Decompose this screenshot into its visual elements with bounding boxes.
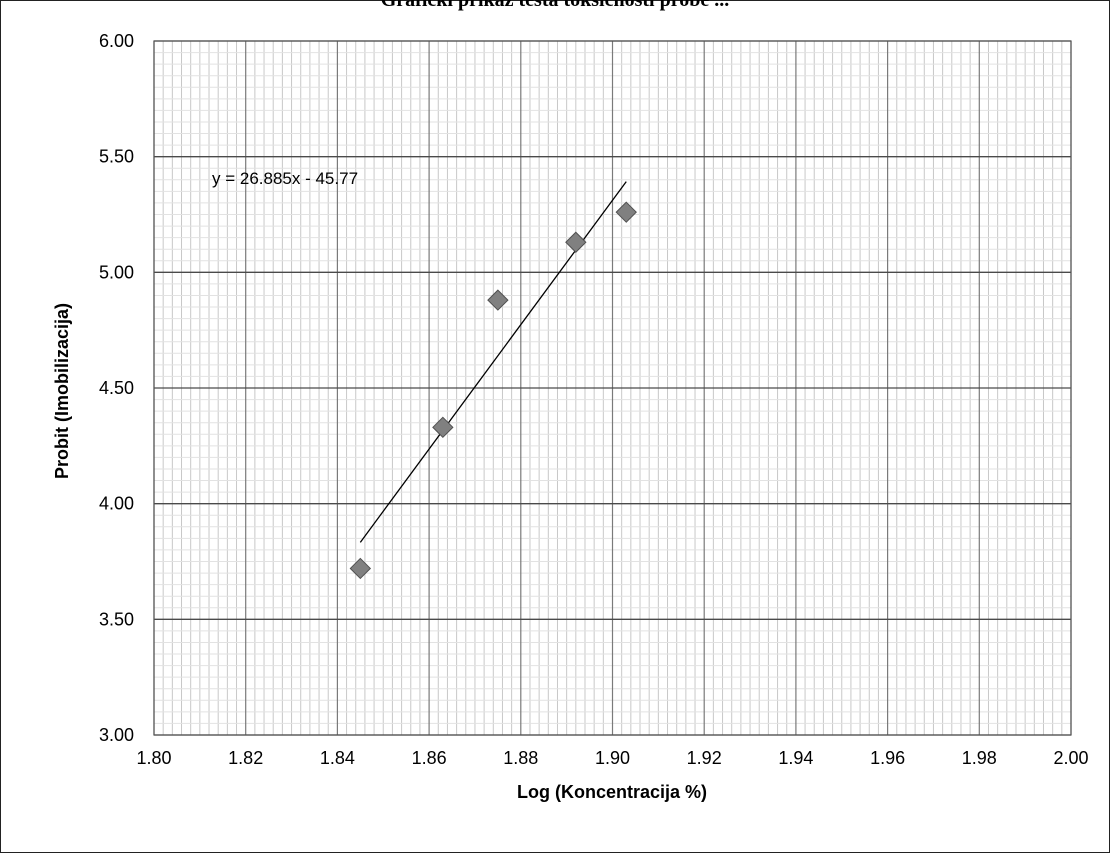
y-axis-label: Probit (Imobilizacija) <box>52 303 72 479</box>
data-point <box>487 289 509 311</box>
data-points-layer <box>349 201 637 580</box>
x-tick-label: 1.98 <box>962 748 997 768</box>
x-tick-label: 1.90 <box>595 748 630 768</box>
y-tick-label: 6.00 <box>99 31 134 51</box>
x-tick-label: 2.00 <box>1053 748 1088 768</box>
x-tick-label: 1.88 <box>503 748 538 768</box>
x-tick-label: 1.84 <box>320 748 355 768</box>
x-tick-label: 1.82 <box>228 748 263 768</box>
y-tick-label: 3.50 <box>99 609 134 629</box>
x-tick-label: 1.80 <box>136 748 171 768</box>
data-point <box>615 201 637 223</box>
trendline-equation: y = 26.885x - 45.77 <box>212 169 358 188</box>
data-point <box>565 231 587 253</box>
y-tick-label: 5.50 <box>99 147 134 167</box>
x-tick-label: 1.94 <box>778 748 813 768</box>
x-tick-labels: 1.80 1.82 1.84 1.86 1.88 1.90 1.92 1.94 1.96 1.98… <box>136 748 1088 768</box>
data-point <box>432 416 454 439</box>
x-axis-label: Log (Koncentracija %) <box>517 782 707 802</box>
y-tick-labels: 3.00 3.50 4.00 4.50 5.00 5.50 6.00 <box>99 31 134 745</box>
x-tick-label: 1.96 <box>870 748 905 768</box>
y-tick-label: 5.00 <box>99 262 134 282</box>
y-tick-label: 4.00 <box>99 494 134 514</box>
chart-title: Grafički prikaz testa toksičnosti probe … <box>380 0 730 11</box>
x-tick-label: 1.86 <box>412 748 447 768</box>
y-tick-label: 4.50 <box>99 378 134 398</box>
x-tick-label: 1.92 <box>687 748 722 768</box>
data-point <box>349 557 372 580</box>
y-tick-label: 3.00 <box>99 725 134 745</box>
plot-frame-rect <box>153 40 1072 736</box>
plot-area-frame <box>153 40 1072 736</box>
